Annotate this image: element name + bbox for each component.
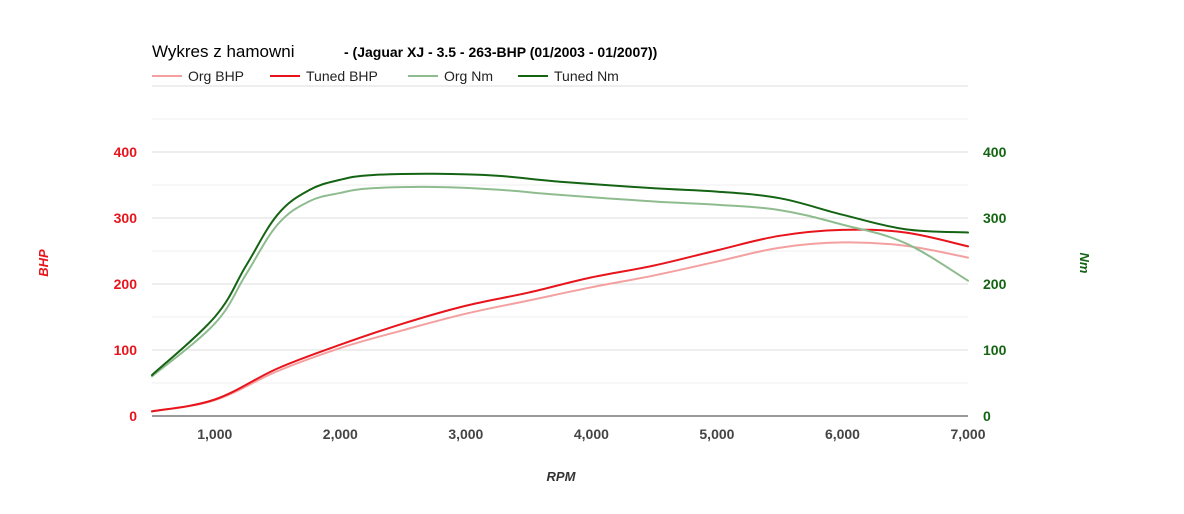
x-tick-label: 6,000 bbox=[825, 426, 860, 442]
y-left-tick-label: 100 bbox=[114, 342, 138, 358]
y-axis-left-ticks: 0 100 200 300 400 bbox=[114, 144, 138, 424]
series-line-org-bhp bbox=[151, 241, 969, 413]
x-tick-label: 4,000 bbox=[574, 426, 609, 442]
x-tick-label: 7,000 bbox=[950, 426, 985, 442]
chart-subtitle: - (Jaguar XJ - 3.5 - 263-BHP (01/2003 - … bbox=[344, 44, 657, 60]
y-left-tick-label: 300 bbox=[114, 210, 138, 226]
y-axis-right-label: Nm bbox=[1077, 253, 1092, 274]
chart-title: Wykres z hamowni bbox=[152, 42, 295, 61]
y-right-tick-label: 400 bbox=[983, 144, 1007, 160]
x-tick-label: 1,000 bbox=[197, 426, 232, 442]
y-left-tick-label: 0 bbox=[129, 408, 137, 424]
legend-label: Tuned Nm bbox=[554, 68, 619, 84]
legend-label: Org Nm bbox=[444, 68, 493, 84]
y-left-tick-label: 200 bbox=[114, 276, 138, 292]
legend-label: Org BHP bbox=[188, 68, 244, 84]
y-axis-right-ticks: 0 100 200 300 400 bbox=[983, 144, 1007, 424]
legend: Org BHP Tuned BHP Org Nm Tuned Nm bbox=[152, 68, 619, 84]
y-right-tick-label: 200 bbox=[983, 276, 1007, 292]
series-line-tuned-nm bbox=[151, 172, 969, 377]
grid-lines bbox=[152, 85, 968, 417]
series-line-org-nm bbox=[151, 185, 969, 378]
series-lines bbox=[151, 172, 969, 413]
y-right-tick-label: 300 bbox=[983, 210, 1007, 226]
y-axis-left-label: BHP bbox=[36, 249, 51, 277]
x-tick-label: 5,000 bbox=[699, 426, 734, 442]
y-left-tick-label: 400 bbox=[114, 144, 138, 160]
legend-label: Tuned BHP bbox=[306, 68, 378, 84]
series-line-tuned-bhp bbox=[151, 228, 969, 413]
y-right-tick-label: 100 bbox=[983, 342, 1007, 358]
x-axis-label: RPM bbox=[547, 469, 577, 484]
y-right-tick-label: 0 bbox=[983, 408, 991, 424]
x-tick-label: 2,000 bbox=[323, 426, 358, 442]
x-axis-ticks: 1,000 2,000 3,000 4,000 5,000 6,000 7,000 bbox=[197, 426, 985, 442]
x-tick-label: 3,000 bbox=[448, 426, 483, 442]
